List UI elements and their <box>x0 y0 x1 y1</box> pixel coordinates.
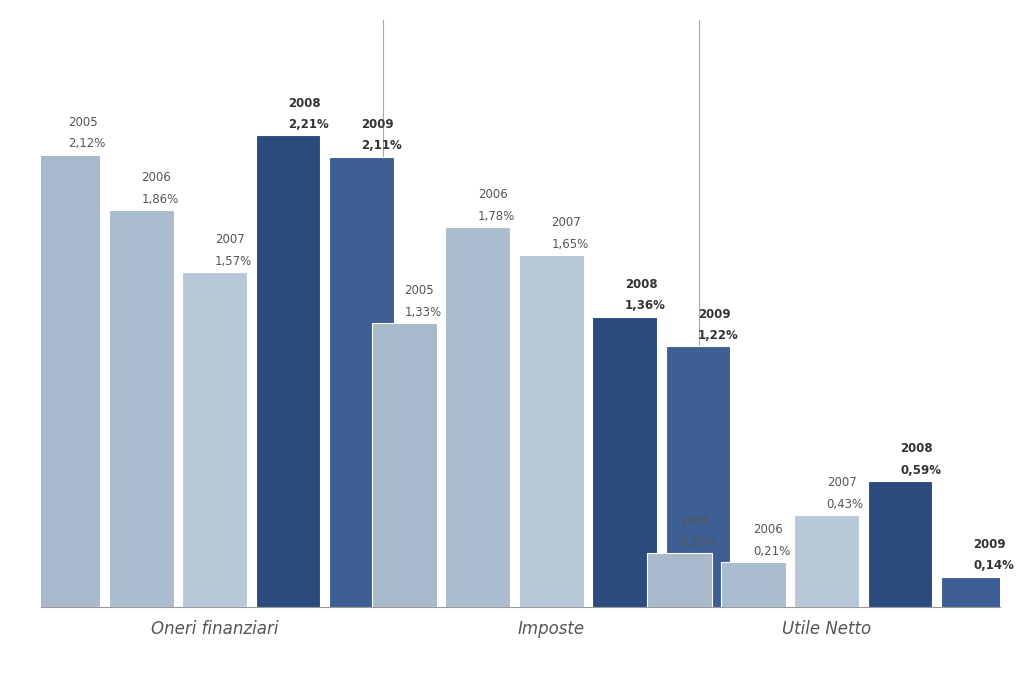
Text: 1,57%: 1,57% <box>214 255 252 268</box>
Text: 0,25%: 0,25% <box>679 536 717 549</box>
Text: 0,14%: 0,14% <box>973 559 1015 572</box>
Text: 2008: 2008 <box>288 97 321 110</box>
Bar <box>372 323 437 607</box>
Text: 0,21%: 0,21% <box>754 545 791 557</box>
Bar <box>109 210 173 607</box>
Bar <box>256 135 321 607</box>
Text: 1,86%: 1,86% <box>141 193 178 206</box>
Text: 1,65%: 1,65% <box>552 237 589 251</box>
Bar <box>182 272 247 607</box>
Text: 1,33%: 1,33% <box>404 306 441 319</box>
Text: 2005: 2005 <box>404 284 434 297</box>
Text: 2006: 2006 <box>754 523 783 537</box>
Text: 2005: 2005 <box>68 116 97 129</box>
Bar <box>868 481 932 607</box>
Bar <box>941 577 1006 607</box>
Bar <box>794 515 859 607</box>
Text: 2007: 2007 <box>552 216 581 229</box>
Text: 2009: 2009 <box>698 308 731 321</box>
Text: 2,21%: 2,21% <box>288 118 329 131</box>
Text: 1,36%: 1,36% <box>625 299 666 312</box>
Text: 2008: 2008 <box>900 442 933 455</box>
Text: 2,12%: 2,12% <box>68 137 105 150</box>
Text: 2005: 2005 <box>679 515 709 528</box>
Text: 1,78%: 1,78% <box>477 210 516 223</box>
Text: 2009: 2009 <box>362 118 394 131</box>
Bar <box>519 255 584 607</box>
Text: 2006: 2006 <box>141 171 171 185</box>
Text: 2006: 2006 <box>477 189 507 202</box>
Bar <box>721 562 786 607</box>
Text: 0,59%: 0,59% <box>900 464 941 477</box>
Bar <box>329 156 394 607</box>
Text: 2,11%: 2,11% <box>362 140 402 152</box>
Bar <box>666 346 730 607</box>
Text: 0,43%: 0,43% <box>827 497 864 511</box>
Bar <box>35 154 100 607</box>
Bar <box>445 227 510 607</box>
Text: 2009: 2009 <box>973 538 1006 551</box>
Bar <box>647 553 712 607</box>
Text: 2007: 2007 <box>827 477 857 489</box>
Bar <box>593 317 657 607</box>
Text: 2008: 2008 <box>625 278 658 291</box>
Text: 1,22%: 1,22% <box>698 329 739 342</box>
Text: 2007: 2007 <box>214 233 244 246</box>
